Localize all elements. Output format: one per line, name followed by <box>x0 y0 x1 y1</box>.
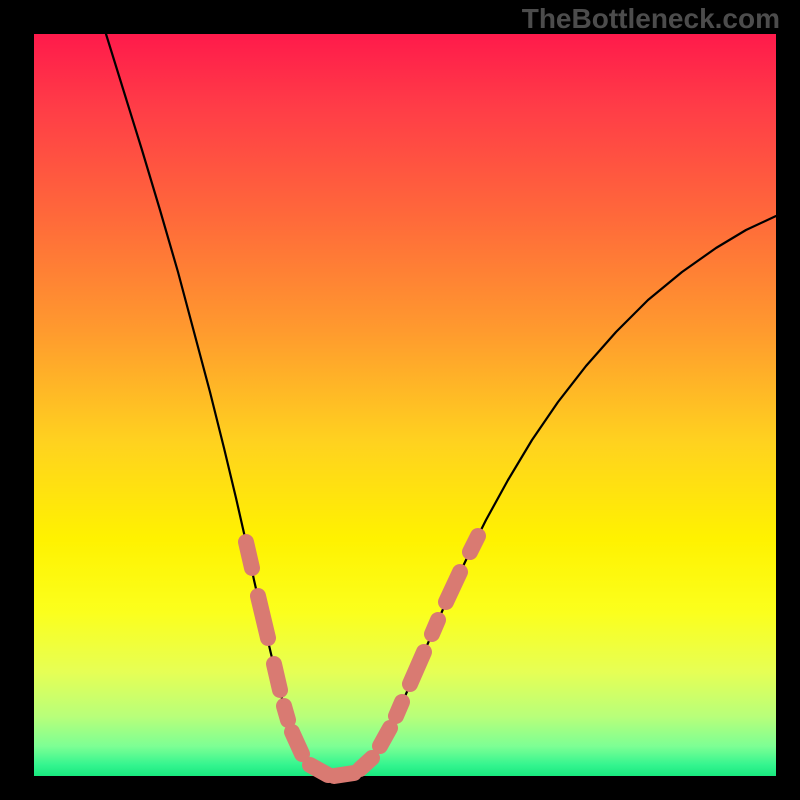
marker-segment <box>292 732 302 754</box>
curve-group <box>106 34 776 776</box>
marker-segment <box>410 652 424 684</box>
marker-segment <box>274 664 280 690</box>
marker-segment <box>396 702 402 716</box>
marker-segment <box>432 620 438 634</box>
marker-segment <box>258 596 268 638</box>
marker-segment <box>380 728 390 746</box>
marker-segment <box>246 542 252 568</box>
v-curve <box>106 34 776 776</box>
marker-segment <box>284 706 288 720</box>
marker-segment <box>360 758 372 769</box>
marker-group <box>246 536 478 776</box>
chart-canvas: TheBottleneck.com <box>0 0 800 800</box>
marker-segment <box>446 572 460 602</box>
marker-segment <box>310 765 328 775</box>
watermark-text: TheBottleneck.com <box>522 3 780 35</box>
marker-segment <box>470 536 478 552</box>
curve-layer <box>34 34 776 776</box>
plot-area <box>34 34 776 776</box>
marker-segment <box>334 773 354 776</box>
